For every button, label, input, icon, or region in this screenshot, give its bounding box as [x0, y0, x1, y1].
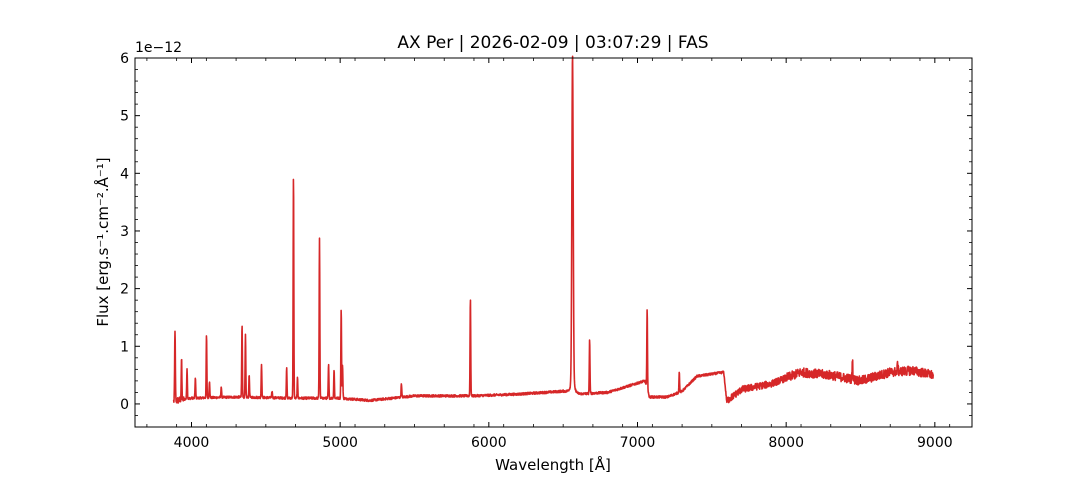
- y-tick-label: 0: [120, 397, 129, 413]
- spectrum-line: [172, 55, 934, 404]
- ticks-layer: 4000 5000 6000 7000 8000 9000 0 1 2 3 4 5 6: [120, 51, 972, 451]
- y-tick-label: 2: [120, 282, 129, 298]
- y-scale-label: 1e−12: [135, 40, 182, 56]
- y-tick-label: 4: [120, 166, 129, 182]
- plot-area: [135, 58, 972, 427]
- x-tick-label: 7000: [620, 435, 656, 451]
- y-tick-label: 6: [120, 51, 129, 67]
- x-tick-label: 4000: [174, 435, 210, 451]
- x-axis-label: Wavelength [Å]: [495, 455, 611, 474]
- y-tick-label: 3: [120, 224, 129, 240]
- y-tick-label: 1: [120, 339, 129, 355]
- y-tick-label: 5: [120, 109, 129, 125]
- spectrum-layer: [172, 55, 934, 404]
- x-tick-label: 5000: [322, 435, 358, 451]
- y-axis-label: Flux [erg.s⁻¹.cm⁻².Å⁻¹]: [93, 157, 112, 326]
- x-tick-label: 8000: [768, 435, 804, 451]
- x-tick-label: 6000: [471, 435, 507, 451]
- x-tick-label: 9000: [917, 435, 953, 451]
- chart-title: AX Per | 2026-02-09 | 03:07:29 | FAS: [397, 33, 708, 53]
